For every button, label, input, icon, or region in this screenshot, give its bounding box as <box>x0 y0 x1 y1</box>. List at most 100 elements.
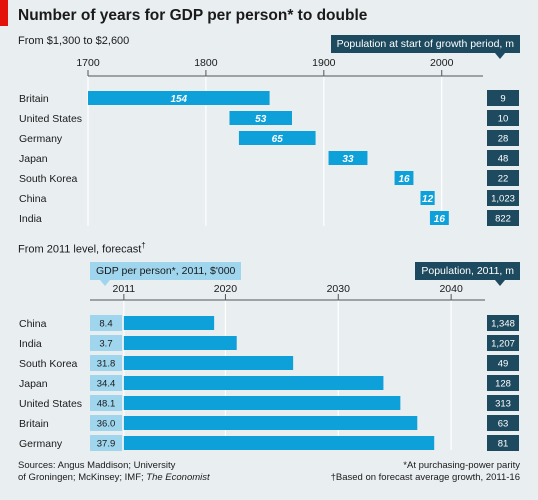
bottom-subtitle: From 2011 level, forecast† <box>18 241 146 256</box>
gdp-value-united-states: 48.1 <box>97 399 116 410</box>
population-box-south-korea <box>487 355 519 371</box>
x-tick-label-2020: 2020 <box>214 283 238 295</box>
x-tick-label-2030: 2030 <box>327 283 351 295</box>
country-label-britain: Britain <box>19 93 49 105</box>
bar-india <box>429 211 449 225</box>
country-label-south-korea: South Korea <box>19 358 78 370</box>
population-box-india <box>487 335 519 351</box>
population-value-britain: 63 <box>498 419 509 430</box>
bar-britain <box>123 416 418 430</box>
population-box-united-states <box>487 395 519 411</box>
years-label-japan: 33 <box>342 154 354 165</box>
bar-south-korea <box>394 171 414 185</box>
bar-britain <box>88 91 270 105</box>
years-label-south-korea: 16 <box>398 174 410 185</box>
country-label-india: India <box>19 338 42 350</box>
population-box-india <box>487 210 519 226</box>
country-label-south-korea: South Korea <box>19 173 78 185</box>
years-label-germany: 65 <box>272 134 284 145</box>
population-box-germany <box>487 435 519 451</box>
population-box-japan <box>487 150 519 166</box>
country-label-germany: Germany <box>19 133 63 145</box>
population-value-china: 1,023 <box>491 194 515 205</box>
gdp-box-india <box>90 335 122 351</box>
x-tick-label-1900: 1900 <box>312 57 336 69</box>
gdp-value-china: 8.4 <box>99 319 112 330</box>
gdp-pill-arrow <box>100 280 110 286</box>
bar-south-korea <box>123 356 294 370</box>
population-value-united-states: 10 <box>498 114 509 125</box>
gdp-box-south-korea <box>90 355 122 371</box>
years-label-britain: 154 <box>170 94 187 105</box>
country-label-china: China <box>19 193 47 205</box>
gdp-value-japan: 34.4 <box>97 379 116 390</box>
bar-india <box>123 336 237 350</box>
sources-note: Sources: Angus Maddison; University of G… <box>18 460 210 484</box>
country-label-united-states: United States <box>19 398 82 410</box>
population-box-japan <box>487 375 519 391</box>
sources-line-2: of Groningen; McKinsey; IMF; The Economi… <box>18 472 210 483</box>
x-tick-label-1700: 1700 <box>76 57 100 69</box>
gdp-box-germany <box>90 435 122 451</box>
bar-japan <box>123 376 384 390</box>
gdp-value-germany: 37.9 <box>97 439 116 450</box>
population-box-germany <box>487 130 519 146</box>
years-label-china: 12 <box>422 194 434 205</box>
population-value-japan: 128 <box>495 379 511 390</box>
bar-united-states <box>229 111 292 125</box>
brand-red-tab <box>0 0 8 26</box>
top-subtitle: From $1,300 to $2,600 <box>18 35 130 47</box>
population-value-united-states: 313 <box>495 399 511 410</box>
top-chart-svg: 1700 1800 1900 2000 Britain 154 9 United States… <box>19 57 519 226</box>
bottom-population-pill: Population, 2011, m <box>415 262 520 280</box>
bottom-population-pill-arrow <box>495 280 505 286</box>
footnotes: *At purchasing-power parity †Based on fo… <box>331 460 520 484</box>
population-value-india: 822 <box>495 214 511 225</box>
years-label-united-states: 53 <box>255 114 267 125</box>
country-label-united-states: United States <box>19 113 82 125</box>
bar-china <box>420 191 435 205</box>
x-tick-label-1800: 1800 <box>194 57 218 69</box>
population-box-united-states <box>487 110 519 126</box>
population-box-south-korea <box>487 170 519 186</box>
bar-united-states <box>123 396 401 410</box>
bar-germany <box>123 436 435 450</box>
gdp-value-india: 3.7 <box>99 339 112 350</box>
population-value-india: 1,207 <box>491 339 515 350</box>
sources-publication: The Economist <box>146 472 210 483</box>
population-box-britain <box>487 415 519 431</box>
country-label-india: India <box>19 213 42 225</box>
population-box-britain <box>487 90 519 106</box>
country-label-germany: Germany <box>19 438 63 450</box>
country-label-china: China <box>19 318 47 330</box>
gdp-box-britain <box>90 415 122 431</box>
years-label-india: 16 <box>434 214 446 225</box>
bar-japan <box>328 151 368 165</box>
footnote-ppp: *At purchasing-power parity <box>403 460 520 471</box>
gdp-value-britain: 36.0 <box>97 419 116 430</box>
population-box-china <box>487 315 519 331</box>
population-value-china: 1,348 <box>491 319 515 330</box>
bar-china <box>123 316 215 330</box>
population-box-china <box>487 190 519 206</box>
population-value-germany: 28 <box>498 134 509 145</box>
gdp-box-united-states <box>90 395 122 411</box>
population-value-germany: 81 <box>498 439 509 450</box>
population-value-japan: 48 <box>498 154 509 165</box>
population-value-britain: 9 <box>500 94 505 105</box>
gdp-box-china <box>90 315 122 331</box>
country-label-britain: Britain <box>19 418 49 430</box>
x-tick-label-2011: 2011 <box>113 283 136 295</box>
bar-germany <box>238 131 316 145</box>
top-population-pill: Population at start of growth period, m <box>330 35 520 53</box>
gdp-value-south-korea: 31.8 <box>97 359 116 370</box>
sources-line-1: Sources: Angus Maddison; University <box>18 460 176 471</box>
population-value-south-korea: 22 <box>498 174 509 185</box>
gdp-box-japan <box>90 375 122 391</box>
bottom-subtitle-dagger: † <box>141 241 146 250</box>
footnote-forecast: †Based on forecast average growth, 2011-… <box>330 472 520 483</box>
x-tick-label-2000: 2000 <box>430 57 454 69</box>
top-population-pill-arrow <box>495 53 505 59</box>
gdp-per-person-pill: GDP per person*, 2011, $'000 <box>90 262 242 280</box>
